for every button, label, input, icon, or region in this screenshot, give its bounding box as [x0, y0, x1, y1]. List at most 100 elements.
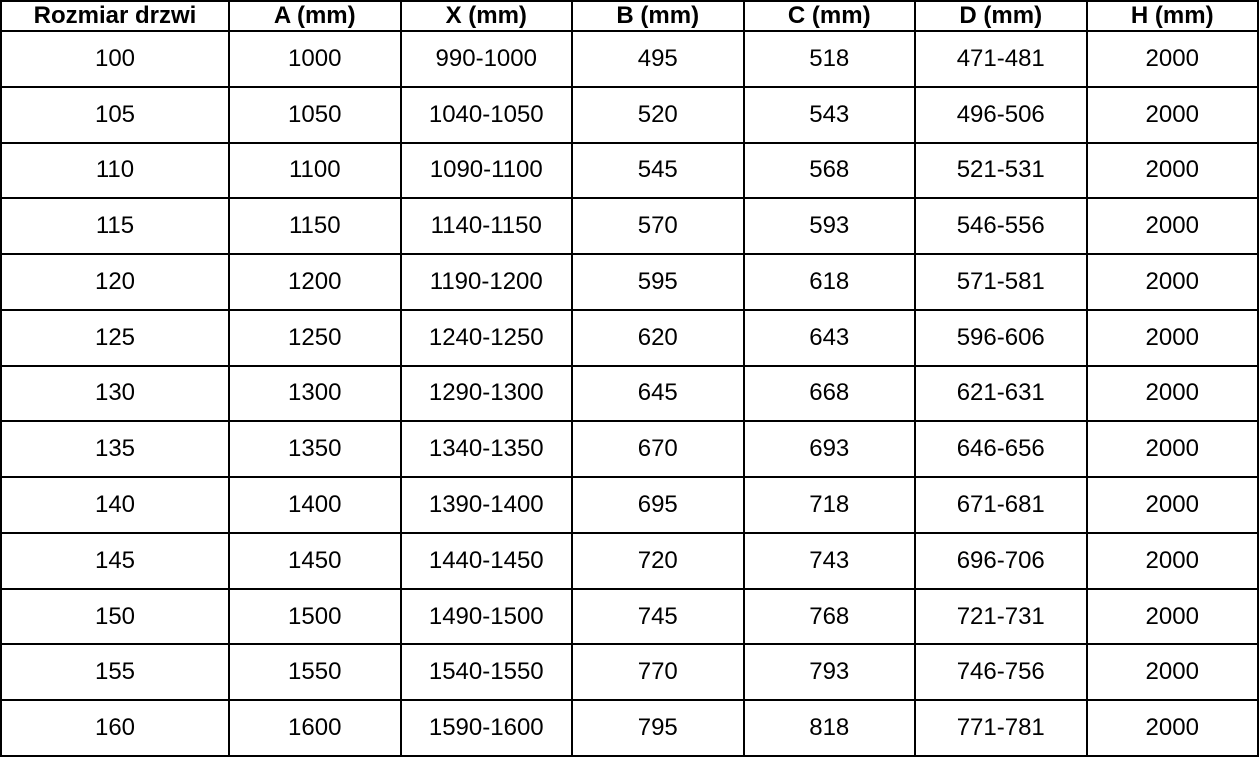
table-cell: 643 — [742, 308, 916, 367]
table-cell: 135 — [0, 420, 230, 479]
table-row: 110 1100 1090-1100 545 568 521-531 2000 — [0, 141, 1259, 200]
table-cell: 1250 — [228, 308, 402, 367]
table-cell: 720 — [571, 531, 745, 590]
table-cell: 1090-1100 — [399, 141, 573, 200]
column-header: B (mm) — [571, 0, 745, 32]
column-header: C (mm) — [742, 0, 916, 32]
table-cell: 1200 — [228, 253, 402, 311]
table-cell: 2000 — [1085, 253, 1259, 311]
table-cell: 2000 — [1085, 30, 1259, 88]
table-cell: 125 — [0, 308, 230, 367]
table-cell: 793 — [742, 643, 916, 702]
table-cell: 105 — [0, 85, 230, 144]
table-cell: 1450 — [228, 531, 402, 590]
table-head: Rozmiar drzwi A (mm) X (mm) B (mm) C (mm) D (… — [0, 0, 1259, 32]
table-cell: 1050 — [228, 85, 402, 144]
table-cell: 100 — [0, 30, 230, 88]
table-cell: 990-1000 — [399, 30, 573, 88]
column-header: Rozmiar drzwi — [0, 0, 230, 32]
table-cell: 1290-1300 — [399, 364, 573, 423]
table-cell: 150 — [0, 587, 230, 646]
table-cell: 2000 — [1085, 531, 1259, 590]
table-cell: 671-681 — [914, 476, 1088, 534]
table-cell: 746-756 — [914, 643, 1088, 702]
table-cell: 1490-1500 — [399, 587, 573, 646]
table-row: 105 1050 1040-1050 520 543 496-506 2000 — [0, 85, 1259, 144]
table-cell: 1350 — [228, 420, 402, 479]
column-header: X (mm) — [399, 0, 573, 32]
table-row: 155 1550 1540-1550 770 793 746-756 2000 — [0, 643, 1259, 702]
table-cell: 645 — [571, 364, 745, 423]
table-cell: 543 — [742, 85, 916, 144]
table-cell: 745 — [571, 587, 745, 646]
table-row: 130 1300 1290-1300 645 668 621-631 2000 — [0, 364, 1259, 423]
table-cell: 768 — [742, 587, 916, 646]
table-row: 135 1350 1340-1350 670 693 646-656 2000 — [0, 420, 1259, 479]
table-cell: 1590-1600 — [399, 699, 573, 757]
table-row: 100 1000 990-1000 495 518 471-481 2000 — [0, 30, 1259, 88]
table-cell: 2000 — [1085, 420, 1259, 479]
table-cell: 545 — [571, 141, 745, 200]
table-cell: 1550 — [228, 643, 402, 702]
table-cell: 795 — [571, 699, 745, 757]
table-cell: 518 — [742, 30, 916, 88]
table-body: 100 1000 990-1000 495 518 471-481 2000 105 1050 1… — [0, 30, 1259, 757]
table-cell: 155 — [0, 643, 230, 702]
column-header: A (mm) — [228, 0, 402, 32]
table-cell: 1000 — [228, 30, 402, 88]
table-cell: 1300 — [228, 364, 402, 423]
table-cell: 160 — [0, 699, 230, 757]
table-cell: 520 — [571, 85, 745, 144]
table-cell: 2000 — [1085, 141, 1259, 200]
table-cell: 120 — [0, 253, 230, 311]
table-row: 140 1400 1390-1400 695 718 671-681 2000 — [0, 476, 1259, 534]
table-row: 160 1600 1590-1600 795 818 771-781 2000 — [0, 699, 1259, 757]
table-cell: 646-656 — [914, 420, 1088, 479]
header-row: Rozmiar drzwi A (mm) X (mm) B (mm) C (mm) D (… — [0, 0, 1259, 32]
table-cell: 2000 — [1085, 476, 1259, 534]
table-cell: 1600 — [228, 699, 402, 757]
table-cell: 696-706 — [914, 531, 1088, 590]
table-cell: 546-556 — [914, 197, 1088, 256]
table-cell: 596-606 — [914, 308, 1088, 367]
table-cell: 2000 — [1085, 308, 1259, 367]
table-cell: 618 — [742, 253, 916, 311]
table-cell: 2000 — [1085, 699, 1259, 757]
table-cell: 770 — [571, 643, 745, 702]
table-cell: 130 — [0, 364, 230, 423]
table-cell: 115 — [0, 197, 230, 256]
table-cell: 693 — [742, 420, 916, 479]
table-cell: 593 — [742, 197, 916, 256]
table-cell: 1240-1250 — [399, 308, 573, 367]
table-cell: 471-481 — [914, 30, 1088, 88]
table-row: 125 1250 1240-1250 620 643 596-606 2000 — [0, 308, 1259, 367]
table-cell: 2000 — [1085, 643, 1259, 702]
table-cell: 1150 — [228, 197, 402, 256]
table-row: 115 1150 1140-1150 570 593 546-556 2000 — [0, 197, 1259, 256]
table-cell: 721-731 — [914, 587, 1088, 646]
table-row: 120 1200 1190-1200 595 618 571-581 2000 — [0, 253, 1259, 311]
table-cell: 1190-1200 — [399, 253, 573, 311]
table-row: 150 1500 1490-1500 745 768 721-731 2000 — [0, 587, 1259, 646]
table-cell: 620 — [571, 308, 745, 367]
table-cell: 1540-1550 — [399, 643, 573, 702]
table-cell: 495 — [571, 30, 745, 88]
table-cell: 1040-1050 — [399, 85, 573, 144]
table-cell: 1140-1150 — [399, 197, 573, 256]
table-cell: 1500 — [228, 587, 402, 646]
table-cell: 1390-1400 — [399, 476, 573, 534]
table-cell: 568 — [742, 141, 916, 200]
table-cell: 1400 — [228, 476, 402, 534]
table-cell: 2000 — [1085, 364, 1259, 423]
table-cell: 1440-1450 — [399, 531, 573, 590]
table-cell: 2000 — [1085, 587, 1259, 646]
table-row: 145 1450 1440-1450 720 743 696-706 2000 — [0, 531, 1259, 590]
table-cell: 571-581 — [914, 253, 1088, 311]
table-cell: 695 — [571, 476, 745, 534]
table-cell: 496-506 — [914, 85, 1088, 144]
table-cell: 743 — [742, 531, 916, 590]
table-cell: 110 — [0, 141, 230, 200]
table-cell: 818 — [742, 699, 916, 757]
